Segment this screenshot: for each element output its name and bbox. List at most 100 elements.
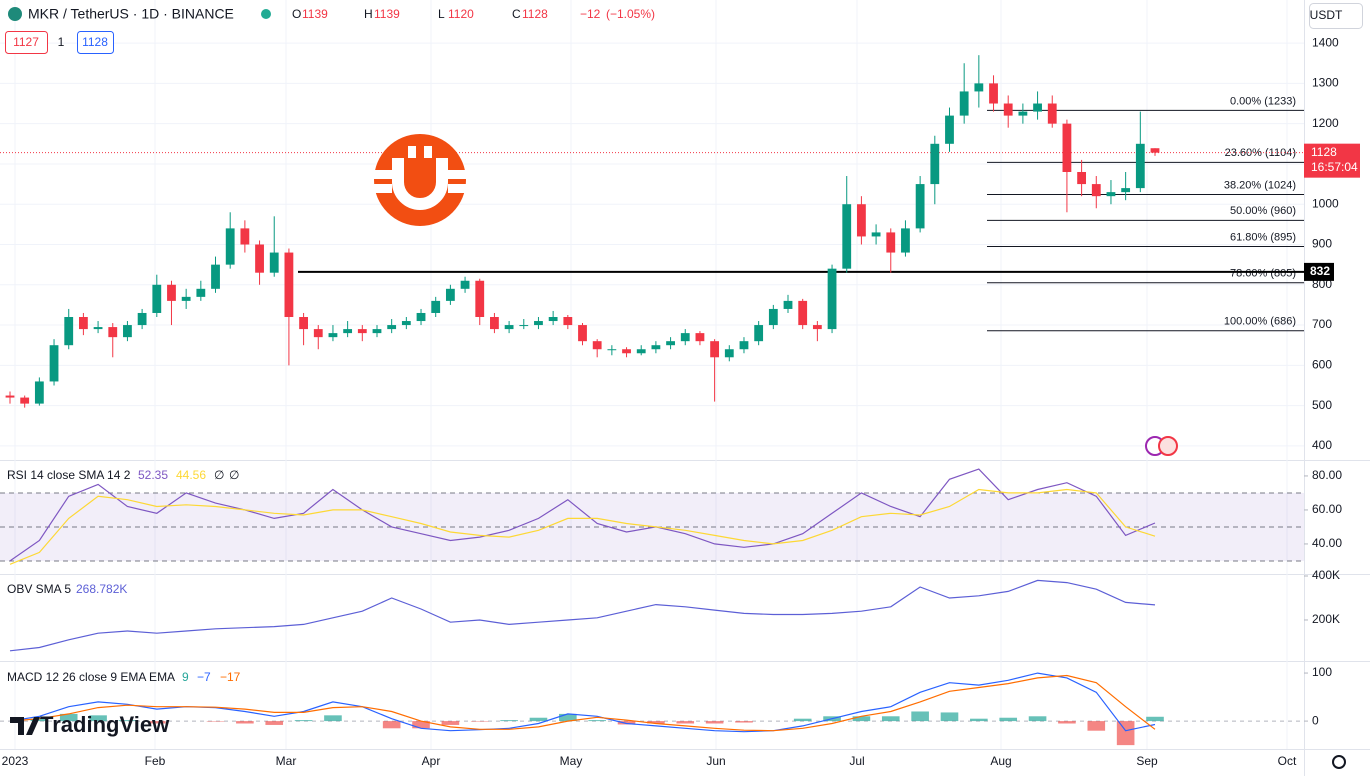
candle-body — [1018, 111, 1028, 116]
candle-body — [548, 317, 558, 322]
candle-body — [1062, 123, 1072, 172]
macd-histogram-bar — [617, 721, 636, 725]
candle-body — [1106, 192, 1116, 197]
fib-label: 23.60% (1104) — [1225, 147, 1296, 159]
macd-histogram-bar — [30, 718, 49, 722]
x-tick-label: Jul — [849, 754, 864, 768]
y-tick-label: 1200 — [1312, 116, 1339, 130]
candle-body — [490, 317, 499, 330]
sell-price[interactable]: 1127 — [13, 35, 39, 49]
market-status[interactable] — [261, 9, 271, 19]
candle-body — [798, 300, 808, 326]
ohlc-value: 1139 — [302, 7, 328, 21]
candle-body — [871, 232, 881, 237]
macd-histogram-bar — [500, 720, 518, 722]
symbol-icon — [8, 7, 22, 21]
candle-body — [152, 284, 162, 313]
candle-body — [299, 317, 308, 330]
candle-body — [1003, 103, 1013, 116]
candle-body — [20, 397, 30, 404]
macd-histogram-bar — [1116, 721, 1135, 746]
macd-histogram-bar — [911, 711, 929, 722]
fib-label: 38.20% (1024) — [1224, 179, 1296, 191]
candle-body — [5, 395, 15, 398]
candle-body — [78, 317, 88, 330]
macd-histogram-bar — [705, 721, 724, 724]
indicator-line — [9, 674, 1156, 732]
macd-histogram-bar — [236, 721, 254, 724]
candle-body — [886, 232, 896, 253]
event-icons[interactable] — [1145, 436, 1178, 456]
x-tick-label: Apr — [422, 754, 441, 768]
macd-histogram-bar — [881, 716, 900, 722]
candle-body — [416, 312, 426, 322]
indicator-title: RSI 14 close SMA 14 2 — [7, 468, 131, 482]
candle-body — [534, 321, 543, 326]
buy-price[interactable]: 1128 — [82, 35, 108, 49]
indicator-value: −17 — [220, 670, 241, 684]
indicator-title: OBV SMA 5 — [7, 582, 71, 596]
candle-body — [240, 228, 250, 245]
x-tick-label: Jun — [706, 754, 725, 768]
x-tick-label: Mar — [276, 754, 297, 768]
settings-icon[interactable] — [1332, 755, 1346, 769]
candle-body — [827, 268, 837, 330]
candle-body — [959, 91, 969, 116]
candle-body — [622, 349, 631, 354]
candle-body — [1033, 103, 1042, 112]
buy-box[interactable] — [77, 31, 114, 54]
fib-label: 0.00% (1233) — [1230, 95, 1296, 107]
macd-histogram-bar — [529, 717, 548, 722]
candle-body — [783, 300, 793, 309]
candle-body — [1047, 103, 1057, 124]
ohlc-label: L — [438, 7, 445, 21]
currency-button[interactable] — [1309, 3, 1363, 29]
macd-histogram-bar — [588, 720, 606, 722]
candle-body — [401, 321, 411, 326]
macd-histogram-bar — [59, 713, 78, 722]
candle-body — [519, 325, 529, 327]
indicator-line — [9, 488, 1156, 565]
symbol-title[interactable]: MKR / TetherUS · 1D · BINANCE — [28, 6, 234, 22]
candle-body — [666, 341, 675, 346]
fib-label: 100.00% (686) — [1224, 316, 1296, 328]
candle-body — [651, 345, 661, 350]
macd-histogram-bar — [559, 713, 577, 722]
y-tick-label: 0 — [1312, 713, 1319, 727]
change: −12 — [580, 7, 601, 21]
candle-body — [445, 288, 455, 301]
indicator-value: −7 — [197, 670, 211, 684]
macd-histogram-bar — [441, 721, 460, 725]
macd-histogram-bar — [89, 715, 107, 722]
sell-box[interactable] — [5, 31, 48, 54]
y-tick-label: 1300 — [1312, 76, 1339, 90]
fib-label: 78.60% (805) — [1230, 268, 1296, 280]
candle-body — [724, 349, 734, 358]
macd-histogram-bar — [940, 712, 959, 722]
indicator-value: 9 — [182, 670, 189, 684]
candle-body — [181, 296, 191, 301]
candle-body — [1077, 171, 1087, 185]
macd-histogram-bar — [324, 715, 342, 722]
candle-body — [1091, 184, 1101, 197]
candle-body — [812, 325, 822, 330]
macd-histogram-bar — [676, 721, 695, 724]
candle-body — [754, 325, 764, 342]
macd-histogram-bar — [735, 721, 753, 723]
x-tick-label: Sep — [1136, 754, 1158, 768]
candle-body — [328, 333, 338, 338]
candle-body — [372, 329, 382, 334]
hline-tag-label: 832 — [1310, 264, 1330, 278]
candle-body — [64, 317, 74, 346]
candle-body — [431, 300, 441, 313]
candle-body — [313, 329, 323, 338]
y-tick-label: 500 — [1312, 398, 1332, 412]
candle-body — [710, 341, 720, 358]
candle-body — [1135, 143, 1145, 189]
currency[interactable]: USDT — [1310, 8, 1343, 22]
y-tick-label: 80.00 — [1312, 468, 1342, 482]
ohlc-value: 1139 — [374, 7, 400, 21]
candle-body — [343, 329, 353, 334]
